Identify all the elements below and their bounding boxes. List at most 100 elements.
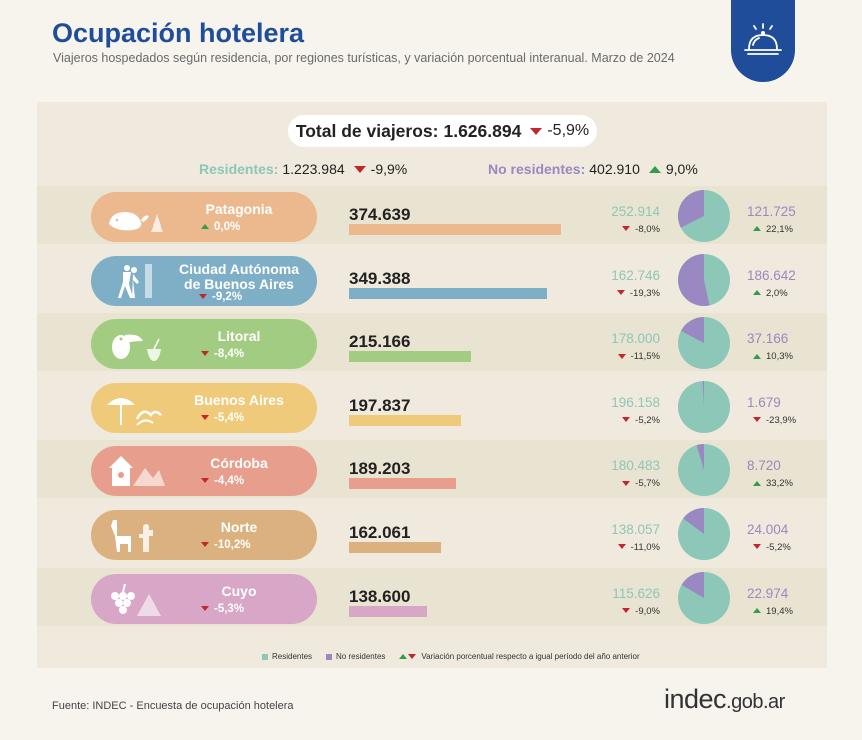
region-name: Cuyo xyxy=(221,582,257,599)
no-residentes-label: No residentes: xyxy=(488,161,586,177)
down-arrow-icon xyxy=(201,605,209,611)
residentes-value: 115.626 xyxy=(612,585,660,601)
pie-slice-no-residentes xyxy=(683,508,704,534)
residentes-pct: -8,0% xyxy=(600,224,660,235)
total-value: 1.626.894 xyxy=(443,120,522,141)
no-residentes-pct: 2,0% xyxy=(753,288,788,299)
up-arrow-icon xyxy=(399,653,408,659)
no-residentes-pct: 10,3% xyxy=(753,351,793,362)
region-name: Ciudad Autónoma xyxy=(178,260,300,277)
residentes-pct-value: -5,2% xyxy=(635,414,660,426)
residence-pie xyxy=(678,444,730,497)
residentes-pct: -5,2% xyxy=(600,415,660,426)
source-note: Fuente: INDEC - Encuesta de ocupación ho… xyxy=(52,700,294,712)
residentes-value: 180.483 xyxy=(611,458,660,474)
residentes-pct-value: -19,3% xyxy=(629,287,660,299)
indec-logo: indec.gob.ar xyxy=(664,684,785,715)
legend-label: Variación porcentual respecto a igual pe… xyxy=(421,652,640,661)
tango-dancers-icon xyxy=(103,260,165,302)
total-bar xyxy=(349,542,441,553)
toucan-icon xyxy=(103,323,165,365)
legend-swatch xyxy=(326,653,333,660)
residence-pie xyxy=(678,317,730,370)
residentes-value: 196.158 xyxy=(611,394,660,410)
region-pill: Ciudad Autónoma de Buenos Aires -9,2% xyxy=(91,255,317,306)
no-residentes-value: 8.720 xyxy=(747,458,781,474)
down-arrow-icon xyxy=(617,544,626,550)
legend-swatch xyxy=(262,653,268,660)
no-residentes-value: 24.004 xyxy=(747,522,789,537)
no-residentes-pct: 33,2% xyxy=(753,478,793,489)
no-residentes-pct: 22,1% xyxy=(753,224,793,235)
pie-slice-no-residentes xyxy=(702,380,704,407)
region-name: Litoral xyxy=(217,328,261,345)
region-pct-value: 0,0% xyxy=(214,221,241,233)
region-pct: -9,2% xyxy=(199,291,242,303)
down-arrow-icon xyxy=(201,414,209,420)
region-pct: 0,0% xyxy=(201,221,240,233)
region-total: 349.388 xyxy=(349,268,411,288)
pie-slice-no-residentes xyxy=(696,444,704,471)
total-pct: -5,9% xyxy=(547,122,590,139)
region-pill: Patagonia 0,0% xyxy=(91,192,317,242)
no-residentes-value: 402.910 xyxy=(589,161,640,177)
up-arrow-icon xyxy=(648,165,661,173)
region-pct: -5,3% xyxy=(201,603,244,615)
residentes-value: 138.057 xyxy=(611,522,660,537)
region-total: 138.600 xyxy=(349,586,411,606)
down-arrow-icon xyxy=(353,165,366,173)
residentes-pct: -11,5% xyxy=(600,351,660,362)
total-bar xyxy=(349,351,471,363)
down-arrow-icon xyxy=(201,478,209,484)
region-pct-value: -8,4% xyxy=(214,348,245,361)
total-viajeros: Total de viajeros: 1.626.894 -5,9% xyxy=(288,115,597,147)
residentes-pct: -9,0% xyxy=(600,606,660,617)
region-pill: Cuyo -5,3% xyxy=(91,573,317,624)
down-arrow-icon xyxy=(530,127,543,135)
region-total: 374.639 xyxy=(349,205,411,224)
no-residentes-pct: -23,9% xyxy=(753,415,796,426)
no-residentes-value: 1.679 xyxy=(747,394,781,410)
region-pill: Buenos Aires -5,4% xyxy=(91,382,317,433)
down-arrow-icon xyxy=(201,351,209,357)
legend-variacion: Variación porcentual respecto a igual pe… xyxy=(399,652,640,661)
residentes-pct-value: -11,5% xyxy=(630,351,660,363)
no-residentes-pct-value: 10,3% xyxy=(766,351,793,363)
region-pct-value: -4,4% xyxy=(214,475,245,488)
region-pct-value: -9,2% xyxy=(212,290,243,303)
page-title: Ocupación hotelera xyxy=(52,18,305,48)
region-name: Córdoba xyxy=(210,455,268,472)
total-bar xyxy=(349,414,461,426)
legend-label: Residentes xyxy=(272,652,313,661)
birdhouse-icon xyxy=(103,450,165,492)
down-arrow-icon xyxy=(616,290,625,296)
pie-slice-no-residentes xyxy=(681,571,704,598)
down-arrow-icon xyxy=(622,417,631,423)
region-name: Norte xyxy=(220,519,258,535)
pie-slice-no-residentes xyxy=(677,253,710,306)
pie-slice-no-residentes xyxy=(678,190,704,228)
region-pct-value: -5,4% xyxy=(214,411,245,424)
residence-pie xyxy=(678,380,730,433)
region-total: 197.837 xyxy=(349,395,411,415)
up-arrow-icon xyxy=(753,353,761,359)
no-residentes-pct-value: -5,2% xyxy=(766,542,791,553)
region-pct: -4,4% xyxy=(201,475,244,487)
no-residentes-pct: -5,2% xyxy=(753,542,791,553)
residence-pie xyxy=(677,253,730,306)
region-pill: Litoral -8,4% xyxy=(91,319,317,370)
down-arrow-icon xyxy=(622,608,631,614)
down-arrow-icon xyxy=(753,417,761,423)
region-pct: -8,4% xyxy=(201,348,244,360)
region-name: Buenos Aires xyxy=(194,391,284,408)
residentes-summary: Residentes: 1.223.984 -9,9% xyxy=(199,161,407,177)
pie-slice-no-residentes xyxy=(681,317,704,344)
legend-label: No residentes xyxy=(336,652,386,661)
region-name-line2: de Buenos Aires xyxy=(184,275,294,292)
no-residentes-pct-value: 33,2% xyxy=(766,478,793,490)
no-residentes-pct: 19,4% xyxy=(753,606,793,617)
region-pct-value: -5,3% xyxy=(214,602,245,615)
residentes-pct-value: -9,0% xyxy=(635,605,660,617)
total-bar xyxy=(349,478,456,490)
residentes-pct: -11,0% xyxy=(600,542,660,553)
